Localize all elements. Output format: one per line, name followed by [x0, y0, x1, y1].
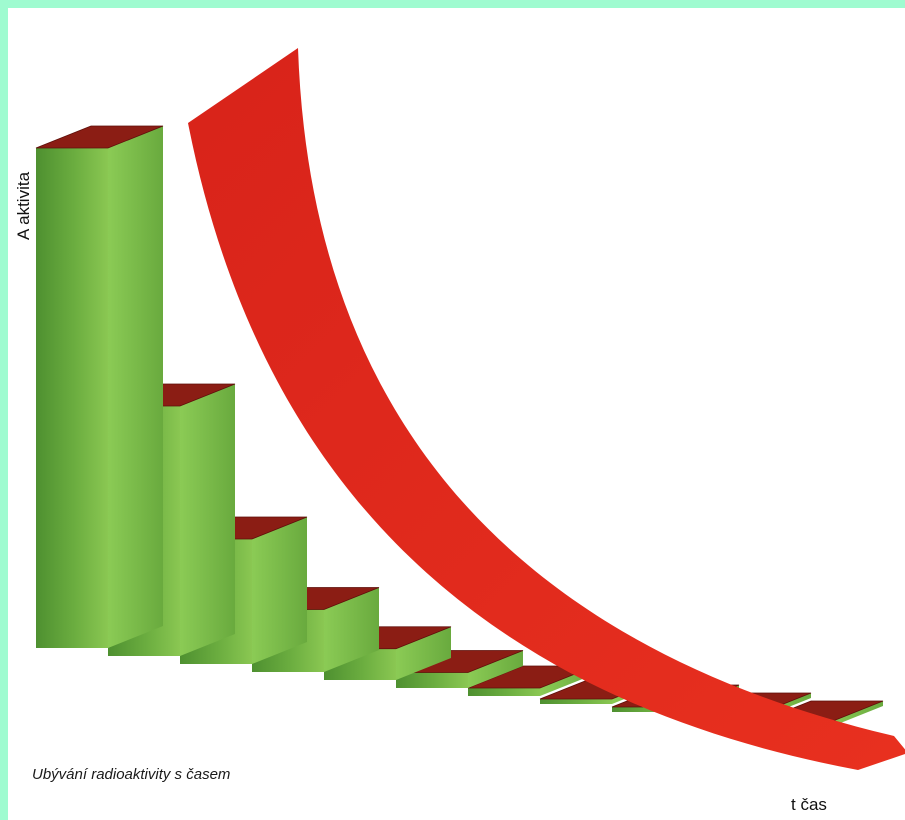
bar-side-4 — [324, 587, 379, 672]
bar-front-9 — [612, 707, 684, 712]
x-axis-label: t čas — [791, 795, 827, 814]
bar-front-1 — [36, 148, 108, 648]
y-axis-label: A aktivita — [14, 171, 33, 240]
bar-side-1 — [108, 126, 163, 648]
bar-front-8 — [540, 699, 612, 704]
chart-caption: Ubývání radioaktivity s časem — [32, 766, 231, 783]
bar-1 — [35, 125, 164, 648]
bar-top-1 — [35, 125, 164, 149]
bar-front-6 — [396, 672, 468, 688]
chart-frame: A aktivita Ubývání radioaktivity s časem… — [8, 8, 905, 820]
bar-front-7 — [468, 688, 540, 696]
bars-layer — [35, 125, 884, 728]
chart-canvas — [35, 48, 905, 770]
bar-side-11 — [828, 701, 883, 728]
decay-arrow — [188, 48, 905, 770]
bar-side-2 — [180, 384, 235, 656]
bar-side-6 — [468, 650, 523, 688]
bar-side-3 — [252, 517, 307, 664]
bar-side-5 — [396, 626, 451, 680]
